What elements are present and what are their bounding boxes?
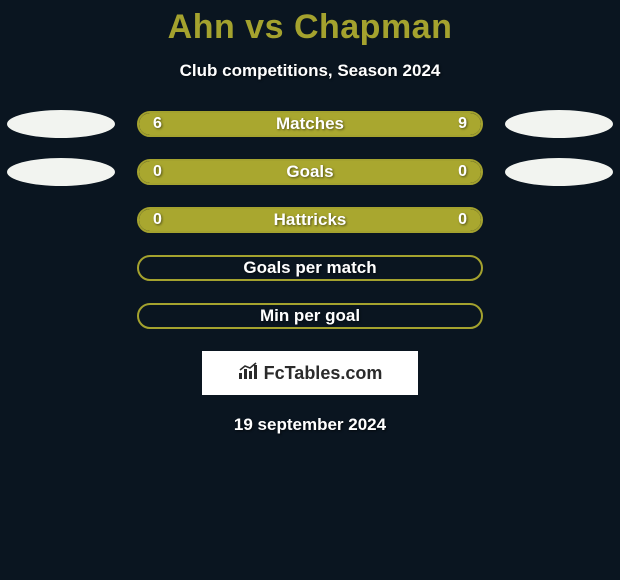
spacer [7, 302, 115, 330]
stat-row: 6 9 Matches [0, 111, 620, 137]
stat-left-value: 6 [153, 115, 162, 133]
stat-row: Goals per match [0, 255, 620, 281]
spacer [505, 254, 613, 282]
page-subtitle: Club competitions, Season 2024 [0, 61, 620, 81]
stat-right-value: 9 [458, 115, 467, 133]
stat-left-value: 0 [153, 211, 162, 229]
date-line: 19 september 2024 [0, 415, 620, 435]
spacer [505, 302, 613, 330]
logo-label: FcTables.com [264, 363, 383, 384]
player-right-marker [505, 110, 613, 138]
stat-label: Goals [286, 162, 333, 182]
stat-row: Min per goal [0, 303, 620, 329]
stat-label: Goals per match [243, 258, 376, 278]
page-title: Ahn vs Chapman [0, 0, 620, 47]
player-right-marker [505, 158, 613, 186]
player-left-marker [7, 110, 115, 138]
bar-left-fill [139, 161, 310, 183]
bar-right-fill [310, 161, 481, 183]
stat-rows: 6 9 Matches 0 0 Goals 0 0 Hattricks Goals per mat… [0, 111, 620, 329]
spacer [7, 254, 115, 282]
stat-right-value: 0 [458, 211, 467, 229]
player-left-marker [7, 158, 115, 186]
stat-bar: 6 9 Matches [137, 111, 483, 137]
logo: FcTables.com [238, 362, 383, 385]
stat-label: Hattricks [274, 210, 347, 230]
spacer [7, 206, 115, 234]
chart-icon [238, 362, 260, 385]
spacer [505, 206, 613, 234]
stat-left-value: 0 [153, 163, 162, 181]
stat-row: 0 0 Hattricks [0, 207, 620, 233]
stat-row: 0 0 Goals [0, 159, 620, 185]
stat-bar: 0 0 Hattricks [137, 207, 483, 233]
logo-box: FcTables.com [202, 351, 418, 395]
stat-bar: 0 0 Goals [137, 159, 483, 185]
stat-bar: Goals per match [137, 255, 483, 281]
stat-right-value: 0 [458, 163, 467, 181]
stat-label: Matches [276, 114, 344, 134]
stat-bar: Min per goal [137, 303, 483, 329]
stat-label: Min per goal [260, 306, 360, 326]
